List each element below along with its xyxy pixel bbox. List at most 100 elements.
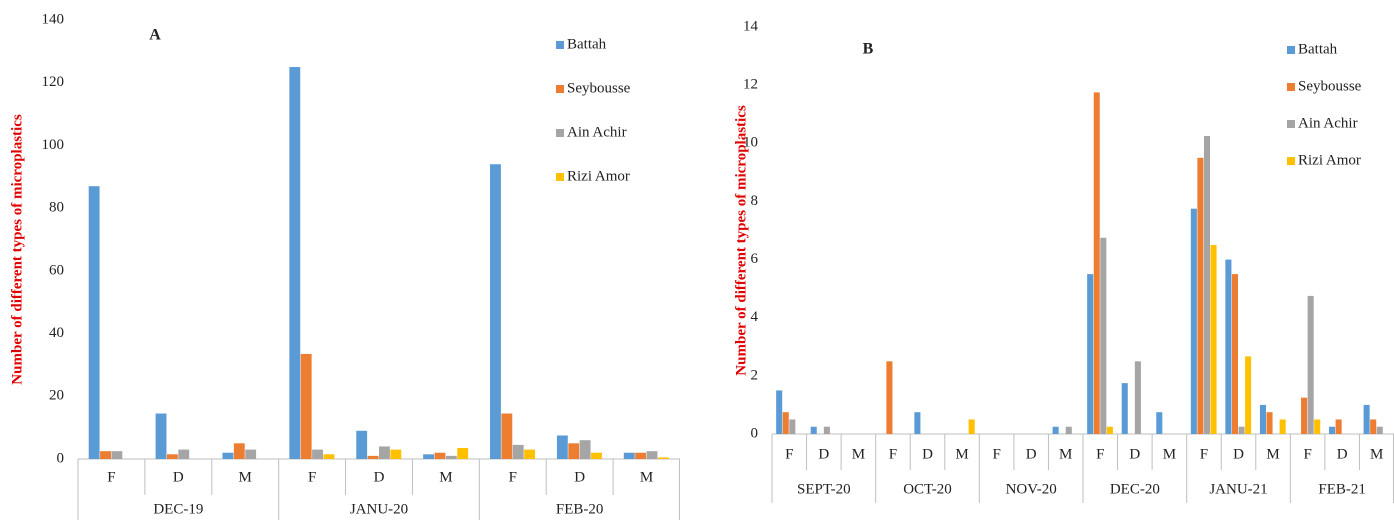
- bar: [782, 412, 789, 434]
- bar: [1329, 426, 1336, 434]
- bar: [1121, 383, 1128, 434]
- bar: [1093, 92, 1100, 435]
- bar: [591, 452, 602, 459]
- legend-swatch: [556, 129, 564, 137]
- group-label: OCT-20: [903, 481, 952, 497]
- y-tick-label: 12: [743, 77, 758, 93]
- legend-swatch: [1287, 46, 1295, 54]
- bar: [524, 449, 536, 459]
- bar: [1190, 208, 1197, 434]
- bar: [166, 454, 178, 459]
- legend-label: Rizi Amor: [1298, 152, 1361, 168]
- bar: [323, 454, 335, 459]
- bar: [300, 353, 312, 459]
- y-tick-label: 6: [751, 251, 759, 267]
- bar: [445, 455, 457, 459]
- legend-swatch: [1287, 120, 1295, 128]
- bar: [1100, 237, 1107, 434]
- y-tick-label: 0: [57, 450, 65, 466]
- x-tick-label: F: [1096, 446, 1104, 462]
- y-axis-label: Number of different types of microplasti…: [9, 114, 25, 385]
- y-tick-label: 60: [49, 262, 64, 278]
- x-tick-label: F: [1200, 446, 1208, 462]
- bar: [623, 452, 635, 459]
- chart-title: B: [863, 41, 874, 58]
- bar: [1266, 412, 1273, 434]
- x-tick-label: F: [889, 446, 897, 462]
- bar: [1225, 259, 1232, 434]
- legend-swatch: [556, 85, 564, 93]
- group-label: DEC-20: [1110, 481, 1160, 497]
- y-axis-label: Number of different types of microplasti…: [733, 105, 749, 376]
- bar: [646, 451, 658, 459]
- bar: [579, 440, 591, 459]
- group-label: NOV-20: [1006, 481, 1057, 497]
- x-tick-label: D: [1129, 446, 1140, 462]
- bar: [968, 419, 975, 434]
- bar: [1087, 274, 1094, 434]
- legend-label: Battah: [1298, 41, 1338, 57]
- bar: [1210, 245, 1217, 434]
- bar: [111, 451, 123, 459]
- bar: [512, 444, 524, 459]
- bar: [568, 443, 580, 459]
- bar: [1314, 419, 1321, 434]
- legend-label: Seybousse: [567, 80, 631, 96]
- bar: [1134, 361, 1141, 434]
- bar: [1052, 426, 1059, 434]
- bar: [245, 449, 257, 459]
- bar: [100, 451, 111, 459]
- bar: [434, 452, 446, 459]
- bar: [789, 419, 796, 434]
- bar: [457, 448, 469, 459]
- bar: [356, 430, 368, 459]
- x-tick-label: D: [173, 469, 184, 485]
- x-tick-label: D: [1026, 446, 1037, 462]
- x-tick-label: F: [509, 469, 517, 485]
- group-label: SEPT-20: [797, 481, 851, 497]
- bar: [886, 361, 893, 434]
- y-tick-label: 10: [743, 135, 758, 151]
- chart-title: A: [149, 27, 161, 44]
- bar: [88, 186, 100, 459]
- bar: [423, 454, 435, 459]
- bar: [1376, 426, 1383, 434]
- x-tick-label: D: [574, 469, 585, 485]
- bar: [367, 455, 379, 459]
- bar: [1301, 397, 1308, 434]
- legend-label: Rizi Amor: [567, 168, 630, 184]
- bar: [635, 452, 647, 459]
- bar: [657, 457, 669, 459]
- bar: [490, 164, 501, 459]
- group-label: JANU-20: [350, 501, 408, 517]
- legend-swatch: [1287, 157, 1295, 165]
- x-tick-label: M: [1266, 446, 1279, 462]
- y-tick-label: 2: [751, 367, 759, 383]
- x-tick-label: D: [1233, 446, 1244, 462]
- x-tick-label: F: [785, 446, 793, 462]
- bar: [823, 426, 830, 434]
- y-tick-label: 100: [42, 137, 65, 153]
- x-tick-label: F: [1303, 446, 1311, 462]
- y-tick-label: 8: [751, 193, 759, 209]
- x-tick-label: M: [1370, 446, 1383, 462]
- y-tick-label: 4: [751, 309, 759, 325]
- bar: [1065, 426, 1072, 434]
- y-tick-label: 40: [49, 325, 64, 341]
- bar: [501, 413, 513, 459]
- bar: [155, 413, 167, 459]
- bar: [233, 443, 245, 459]
- x-tick-label: F: [107, 469, 115, 485]
- group-label: JANU-21: [1209, 481, 1267, 497]
- x-tick-label: M: [640, 469, 653, 485]
- x-tick-label: D: [374, 469, 385, 485]
- x-tick-label: D: [1337, 446, 1348, 462]
- bar: [1370, 419, 1377, 434]
- x-tick-label: F: [308, 469, 316, 485]
- y-tick-label: 140: [42, 11, 65, 27]
- bar: [776, 390, 783, 434]
- x-tick-label: M: [955, 446, 968, 462]
- y-tick-label: 120: [42, 74, 65, 90]
- bar: [556, 435, 568, 459]
- legend-label: Ain Achir: [1298, 115, 1358, 131]
